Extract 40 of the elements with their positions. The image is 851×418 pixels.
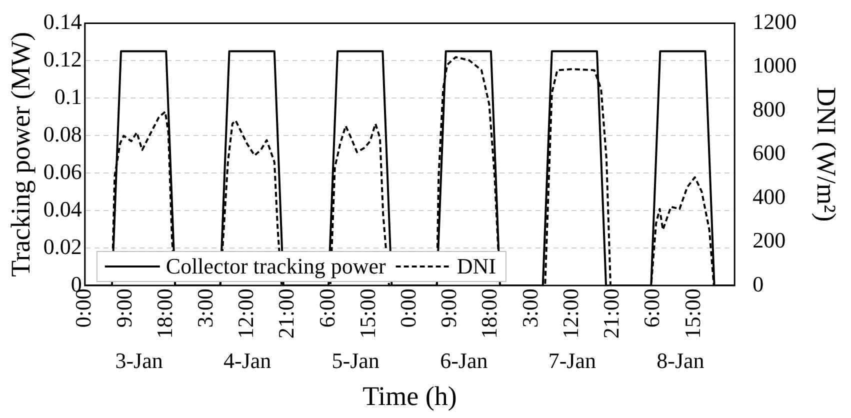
- y2-tick-label: 800: [752, 96, 786, 122]
- y2-tick-label: 600: [752, 140, 786, 166]
- y2-axis-title: DNI (W/m²): [812, 86, 842, 222]
- y-tick-label: 0.02: [43, 234, 82, 259]
- y-tick-label: 0.12: [43, 46, 82, 72]
- y-axis-title: Tracking power (MW): [5, 32, 36, 277]
- x-tick-label: 3:00: [192, 288, 218, 328]
- x-tick-label: 15:00: [354, 288, 380, 339]
- x-tick-label: 18:00: [152, 288, 177, 339]
- y2-tick-label: 0: [752, 271, 764, 296]
- y2-tick-label: 1200: [752, 8, 797, 34]
- text: 7-Jan: [548, 348, 596, 373]
- y-tick-label: 0.04: [43, 196, 82, 222]
- x-tick-label: 21:00: [274, 288, 299, 339]
- x-tick-label: 12:00: [233, 288, 258, 339]
- y2-tick-label: 1000: [752, 52, 797, 78]
- y2-tick-label: 200: [752, 228, 786, 253]
- x-tick-label: 12:00: [558, 288, 583, 339]
- y-tick-label: 0.1: [54, 84, 82, 109]
- x-tick-label: 18:00: [476, 288, 502, 339]
- x-tick-label: 6:00: [639, 288, 664, 328]
- x-tick-label: 9:00: [436, 288, 462, 328]
- text: 4-Jan: [223, 348, 272, 373]
- x-tick-label: 0:00: [396, 288, 421, 328]
- x-axis-title: Time (h): [362, 380, 457, 411]
- x-tick-label: 3:00: [517, 288, 542, 328]
- text: 5-Jan: [332, 348, 380, 373]
- text: 3-Jan: [115, 348, 163, 373]
- y-tick-label: 0.14: [43, 8, 82, 34]
- text: 8-Jan: [656, 348, 704, 373]
- x-tick-label: 21:00: [598, 288, 624, 339]
- legend-label: Collector tracking power: [166, 253, 386, 278]
- x-tick-label: 9:00: [111, 288, 136, 328]
- text: 6-Jan: [440, 348, 488, 373]
- y-tick-label: 0.08: [43, 121, 82, 146]
- legend-label: DNI: [456, 253, 496, 278]
- x-tick-label: 6:00: [314, 288, 340, 328]
- x-tick-label: 15:00: [680, 288, 705, 339]
- y2-tick-label: 400: [752, 184, 786, 209]
- y-tick-label: 0.06: [43, 158, 82, 184]
